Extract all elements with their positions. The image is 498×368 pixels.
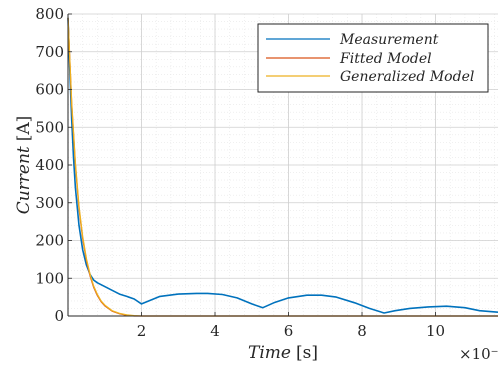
y-tick-label: 600 xyxy=(35,81,64,99)
legend-label-fitted-model: Fitted Model xyxy=(339,51,432,67)
y-tick-label: 200 xyxy=(35,232,64,250)
axes xyxy=(67,13,498,317)
x-exponent-label: ×10⁻³ xyxy=(459,345,498,363)
y-tick-label: 700 xyxy=(35,43,64,61)
x-tick-label: 8 xyxy=(357,322,367,340)
series-line-generalized-model xyxy=(67,17,498,317)
y-tick-label: 100 xyxy=(35,269,64,287)
y-tick-label: 0 xyxy=(54,307,64,325)
x-tick-label: 6 xyxy=(284,322,294,340)
legend: Measurement Fitted Model Generalized Mod… xyxy=(257,23,489,93)
y-axis-label-var: Current xyxy=(14,146,34,214)
y-tick-label: 800 xyxy=(35,5,64,23)
x-axis-label-var: Time xyxy=(248,343,291,363)
x-axis-label: Time [s] xyxy=(248,343,318,363)
x-tick-label: 4 xyxy=(210,322,220,340)
legend-label-generalized-model: Generalized Model xyxy=(340,69,474,85)
x-tick-label: 10 xyxy=(426,322,445,340)
y-tick-label: 300 xyxy=(35,194,64,212)
y-tick-label: 400 xyxy=(35,156,64,174)
y-axis-label-unit: [A] xyxy=(14,116,34,142)
y-tick-label: 500 xyxy=(35,118,64,136)
series-layer xyxy=(67,17,498,317)
x-axis-label-unit: [s] xyxy=(296,343,318,363)
legend-label-measurement: Measurement xyxy=(339,32,439,48)
y-axis-label: Current [A] xyxy=(14,116,34,215)
x-tick-label: 2 xyxy=(137,322,147,340)
series-line-measurement xyxy=(67,17,498,314)
